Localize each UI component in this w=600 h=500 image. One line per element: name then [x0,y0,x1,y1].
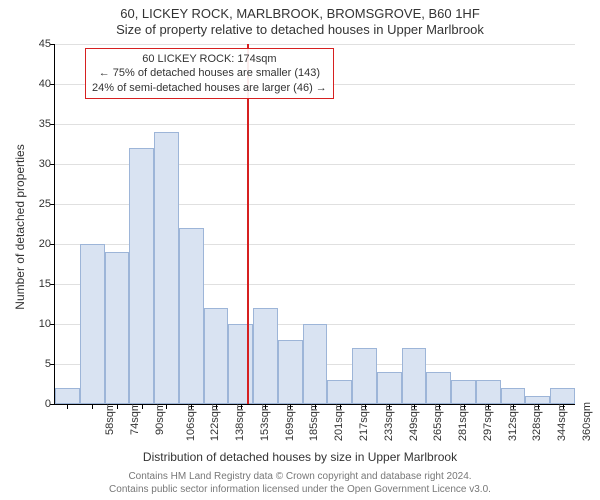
x-tick [142,404,143,409]
x-axis-label: Distribution of detached houses by size … [0,450,600,464]
histogram-bar [525,396,550,404]
y-tick-label: 30 [25,158,51,170]
attribution-text: Contains HM Land Registry data © Crown c… [0,471,600,496]
x-tick [117,404,118,409]
histogram-bar [105,252,130,404]
annotation-line-2: ← 75% of detached houses are smaller (14… [92,66,327,80]
x-tick [67,404,68,409]
histogram-bar [179,228,204,404]
attribution-line-2: Contains public sector information licen… [109,484,491,495]
x-tick [315,404,316,409]
gridline [55,44,575,45]
y-tick-label: 40 [25,78,51,90]
histogram-bar [377,372,402,404]
x-tick-label: 58sqm [104,402,116,435]
histogram-bar [278,340,303,404]
x-tick [216,404,217,409]
histogram-bar [303,324,328,404]
attribution-line-1: Contains HM Land Registry data © Crown c… [128,471,471,482]
gridline [55,124,575,125]
histogram-bar [327,380,352,404]
y-tick-label: 5 [25,358,51,370]
histogram-bar [154,132,179,404]
annotation-line-1: 60 LICKEY ROCK: 174sqm [92,52,327,66]
property-size-histogram: 60, LICKEY ROCK, MARLBROOK, BROMSGROVE, … [0,0,600,500]
x-tick [191,404,192,409]
x-tick [241,404,242,409]
y-tick-label: 0 [25,398,51,410]
x-tick-label: 360sqm [581,402,593,441]
x-tick [340,404,341,409]
histogram-bar [451,380,476,404]
y-tick-label: 10 [25,318,51,330]
histogram-bar [253,308,278,404]
x-tick-label: 74sqm [129,402,141,435]
y-tick-label: 15 [25,278,51,290]
y-tick-label: 25 [25,198,51,210]
chart-title: Size of property relative to detached ho… [0,22,600,37]
x-tick [365,404,366,409]
histogram-bar [426,372,451,404]
histogram-bar [204,308,229,404]
histogram-bar [228,324,253,404]
x-tick [538,404,539,409]
histogram-bar [476,380,501,404]
x-tick [439,404,440,409]
y-tick-label: 20 [25,238,51,250]
histogram-bar [80,244,105,404]
x-tick [414,404,415,409]
x-tick [488,404,489,409]
x-tick [92,404,93,409]
y-axis-label: Number of detached properties [13,57,27,397]
x-tick [563,404,564,409]
histogram-bar [55,388,80,404]
x-tick-label: 90sqm [154,402,166,435]
histogram-bar [402,348,427,404]
annotation-line-3: 24% of semi-detached houses are larger (… [92,81,327,95]
histogram-bar [501,388,526,404]
x-tick [290,404,291,409]
y-tick-label: 45 [25,38,51,50]
plot-area: 05101520253035404558sqm74sqm90sqm106sqm1… [54,44,575,405]
histogram-bar [550,388,575,404]
chart-supertitle: 60, LICKEY ROCK, MARLBROOK, BROMSGROVE, … [0,6,600,21]
x-tick [389,404,390,409]
x-tick [166,404,167,409]
histogram-bar [352,348,377,404]
annotation-box: 60 LICKEY ROCK: 174sqm← 75% of detached … [85,48,334,99]
y-tick-label: 35 [25,118,51,130]
x-tick [265,404,266,409]
histogram-bar [129,148,154,404]
x-tick [464,404,465,409]
x-tick [513,404,514,409]
